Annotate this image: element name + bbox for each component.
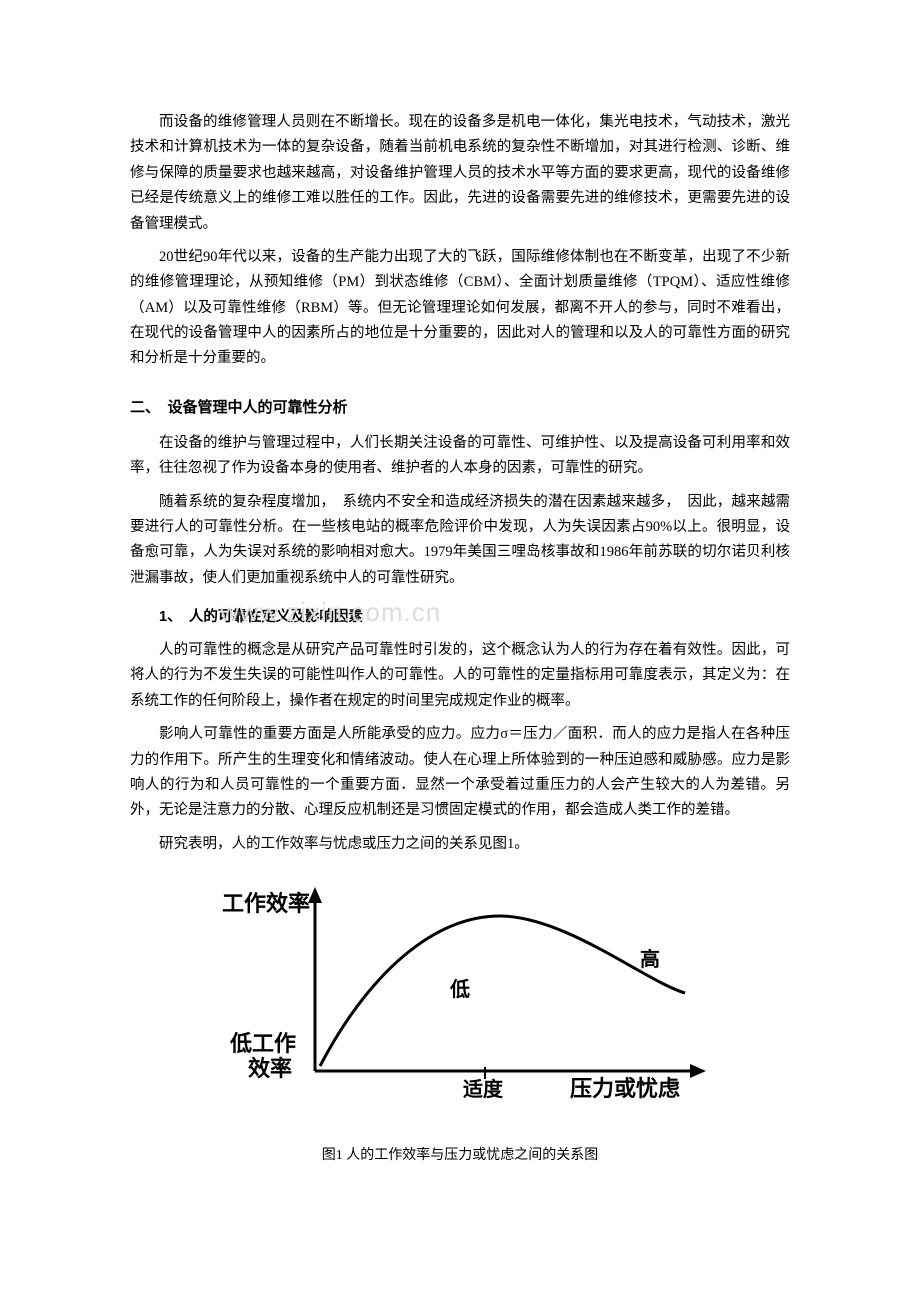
paragraph-4: 随着系统的复杂程度增加， 系统内不安全和造成经济损失的潜在因素越来越多， 因此，… <box>130 490 790 592</box>
heading-section-2: 二、 设备管理中人的可靠性分析 <box>130 396 790 417</box>
paragraph-2: 20世纪90年代以来，设备的生产能力出现了大的飞跃，国际维修体制也在不断变革，出… <box>130 245 790 372</box>
efficiency-stress-chart: 工作效率低工作效率 低 高适度 压力或忧虑 <box>210 881 710 1116</box>
svg-text:高: 高 <box>640 947 660 971</box>
paragraph-5: 人的可靠性的概念是从研究产品可靠性时引发的，这个概念认为人的行为存在着有效性。因… <box>130 638 790 714</box>
svg-text:低工作: 低工作 <box>229 1031 296 1056</box>
heading-subsection-1: 1、 人的可靠性定义及影响因素 <box>130 605 790 626</box>
svg-text:工作效率: 工作效率 <box>222 891 310 916</box>
svg-text:适度: 适度 <box>463 1077 504 1101</box>
paragraph-1: 而设备的维修管理人员则在不断增长。现在的设备多是机电一体化，集光电技术，气动技术… <box>130 110 790 237</box>
figure-1-caption: 图1 人的工作效率与压力或忧虑之间的关系图 <box>130 1144 790 1164</box>
figure-1-container: 工作效率低工作效率 低 高适度 压力或忧虑 <box>130 881 790 1116</box>
svg-text:效率: 效率 <box>248 1056 292 1081</box>
svg-text:低: 低 <box>449 977 470 1001</box>
paragraph-3: 在设备的维护与管理过程中，人们长期关注设备的可靠性、可维护性、以及提高设备可利用… <box>130 431 790 482</box>
svg-text:压力或忧虑: 压力或忧虑 <box>570 1076 680 1101</box>
chart-svg: 工作效率低工作效率 低 高适度 压力或忧虑 <box>210 881 710 1111</box>
paragraph-7: 研究表明，人的工作效率与忧虑或压力之间的关系见图1。 <box>130 832 790 857</box>
paragraph-6: 影响人可靠性的重要方面是人所能承受的应力。应力σ＝压力／面积．而人的应力是指人在… <box>130 722 790 824</box>
